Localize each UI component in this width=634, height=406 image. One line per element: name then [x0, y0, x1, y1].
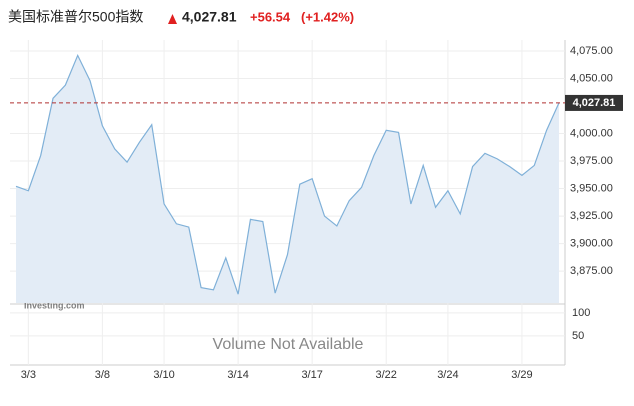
- watermark-sub: Investing.com: [24, 300, 85, 310]
- price: 4,027.81: [182, 9, 237, 25]
- volume-tick-label: 100: [572, 307, 590, 319]
- x-tick-label: 3/8: [95, 369, 110, 381]
- y-tick-label: 3,875.00: [570, 265, 613, 277]
- chart-title: 美国标准普尔500指数: [8, 9, 143, 25]
- last-price-label: 4,027.81: [573, 97, 616, 109]
- y-tick-label: 4,000.00: [570, 127, 613, 139]
- y-tick-label: 3,925.00: [570, 210, 613, 222]
- change-percent: (+1.42%): [301, 9, 354, 24]
- change: +56.54: [250, 9, 291, 24]
- up-arrow: [168, 14, 177, 24]
- volume-tick-label: 50: [572, 330, 584, 342]
- x-tick-label: 3/10: [153, 369, 174, 381]
- last-price-box: [565, 94, 623, 111]
- x-tick-label: 3/24: [437, 369, 458, 381]
- y-tick-label: 3,950.00: [570, 182, 613, 194]
- x-tick-label: 3/3: [21, 369, 36, 381]
- x-tick-label: 3/14: [227, 369, 248, 381]
- x-tick-label: 3/22: [375, 369, 396, 381]
- y-tick-label: 4,050.00: [570, 72, 613, 84]
- y-tick-label: 3,900.00: [570, 237, 613, 249]
- area: [16, 55, 559, 304]
- x-tick-label: 3/17: [301, 369, 322, 381]
- y-tick-label: 3,975.00: [570, 155, 613, 167]
- y-tick-label: 4,075.00: [570, 45, 613, 57]
- x-tick-label: 3/29: [511, 369, 532, 381]
- volume-annotation: Volume Not Available: [213, 336, 364, 353]
- line: [15, 53, 560, 295]
